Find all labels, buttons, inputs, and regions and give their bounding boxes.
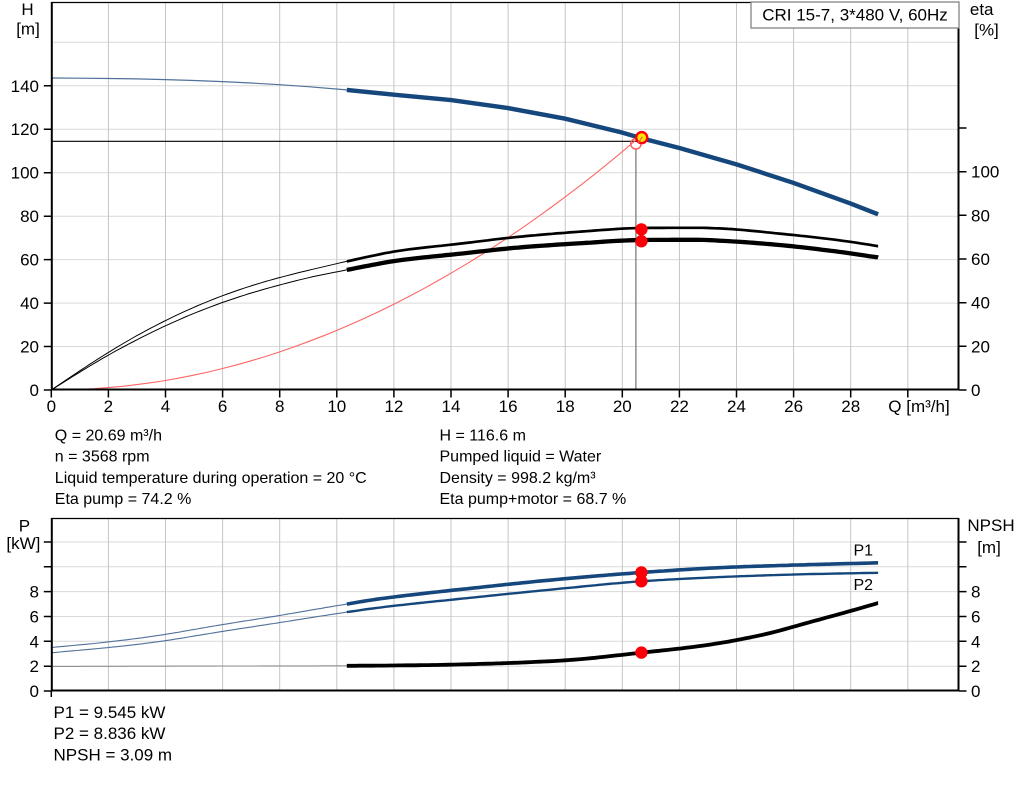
svg-text:4: 4 — [30, 632, 39, 651]
svg-text:8: 8 — [971, 583, 980, 602]
svg-text:2: 2 — [104, 397, 113, 416]
svg-text:20: 20 — [971, 337, 990, 356]
svg-text:Liquid temperature during oper: Liquid temperature during operation = 20… — [55, 470, 367, 487]
svg-text:Q = 20.69 m³/h: Q = 20.69 m³/h — [55, 427, 162, 444]
svg-text:8: 8 — [30, 583, 39, 602]
svg-text:Eta pump = 74.2 %: Eta pump = 74.2 % — [55, 491, 192, 508]
svg-text:20: 20 — [613, 397, 632, 416]
svg-text:8: 8 — [275, 397, 284, 416]
svg-text:H = 116.6 m: H = 116.6 m — [440, 427, 526, 444]
svg-text:[%]: [%] — [974, 21, 999, 40]
svg-text:12: 12 — [384, 397, 403, 416]
svg-text:6: 6 — [971, 608, 980, 627]
svg-text:24: 24 — [727, 397, 746, 416]
svg-text:0: 0 — [47, 397, 56, 416]
svg-text:NPSH: NPSH — [967, 516, 1014, 535]
svg-text:NPSH = 3.09 m: NPSH = 3.09 m — [54, 745, 173, 764]
svg-text:100: 100 — [971, 163, 999, 182]
svg-text:80: 80 — [20, 207, 39, 226]
svg-text:eta: eta — [970, 0, 994, 19]
svg-text:2: 2 — [30, 657, 39, 676]
svg-text:0: 0 — [971, 381, 980, 400]
svg-text:20: 20 — [20, 338, 39, 357]
svg-text:140: 140 — [11, 77, 39, 96]
svg-text:0: 0 — [971, 682, 980, 701]
svg-text:6: 6 — [218, 397, 227, 416]
svg-text:P: P — [19, 517, 30, 536]
svg-text:4: 4 — [971, 632, 980, 651]
svg-text:Q [m³/h]: Q [m³/h] — [888, 397, 949, 416]
svg-text:P2: P2 — [854, 577, 874, 594]
svg-text:[m]: [m] — [977, 538, 1001, 557]
svg-text:P2 = 8.836 kW: P2 = 8.836 kW — [54, 724, 166, 743]
svg-text:6: 6 — [30, 608, 39, 627]
svg-text:26: 26 — [784, 397, 803, 416]
svg-text:14: 14 — [442, 397, 461, 416]
svg-text:16: 16 — [499, 397, 518, 416]
svg-text:P1: P1 — [854, 543, 874, 560]
svg-text:40: 40 — [971, 294, 990, 313]
svg-text:H: H — [21, 0, 33, 19]
svg-text:120: 120 — [11, 120, 39, 139]
svg-text:2: 2 — [971, 657, 980, 676]
svg-text:0: 0 — [30, 381, 39, 400]
svg-text:0: 0 — [30, 682, 39, 701]
svg-text:60: 60 — [20, 251, 39, 270]
svg-text:100: 100 — [11, 164, 39, 183]
svg-text:P1 = 9.545 kW: P1 = 9.545 kW — [54, 703, 166, 722]
svg-text:Pumped liquid = Water: Pumped liquid = Water — [440, 449, 602, 466]
svg-text:CRI 15-7, 3*480 V, 60Hz: CRI 15-7, 3*480 V, 60Hz — [762, 6, 948, 25]
svg-text:Density = 998.2 kg/m³: Density = 998.2 kg/m³ — [440, 470, 597, 487]
svg-text:18: 18 — [556, 397, 575, 416]
svg-text:[kW]: [kW] — [6, 534, 40, 553]
svg-text:Eta pump+motor = 68.7 %: Eta pump+motor = 68.7 % — [440, 491, 627, 508]
svg-text:4: 4 — [161, 397, 170, 416]
svg-text:10: 10 — [327, 397, 346, 416]
svg-text:n = 3568 rpm: n = 3568 rpm — [55, 449, 150, 466]
svg-text:28: 28 — [841, 397, 860, 416]
svg-text:60: 60 — [971, 250, 990, 269]
svg-text:80: 80 — [971, 206, 990, 225]
svg-text:[m]: [m] — [16, 20, 40, 39]
svg-text:22: 22 — [670, 397, 689, 416]
svg-text:40: 40 — [20, 294, 39, 313]
